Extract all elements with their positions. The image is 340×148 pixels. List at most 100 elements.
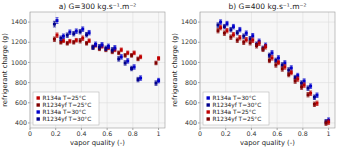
error-bar (223, 31, 226, 35)
point (66, 42, 69, 45)
tick-label: 0.4 (76, 130, 86, 137)
error-bar (56, 33, 59, 37)
legend-box (33, 92, 99, 125)
grid-line (302, 12, 303, 128)
error-bar (327, 120, 330, 124)
error-bar (290, 66, 293, 70)
error-bar (72, 40, 75, 44)
error-bar (245, 31, 248, 35)
point (303, 80, 306, 83)
error-bar (92, 45, 95, 49)
error-bar (217, 23, 220, 27)
tick-label: 1 (327, 130, 331, 137)
point (251, 34, 254, 37)
error-bar (81, 27, 84, 31)
point (274, 59, 277, 62)
error-bar (59, 40, 62, 44)
point (290, 66, 293, 69)
error-bar (75, 29, 78, 33)
point (81, 28, 84, 31)
point (274, 63, 277, 66)
grid-line (30, 22, 165, 23)
error-bar (238, 27, 241, 31)
error-bar (242, 40, 245, 44)
error-bar (101, 43, 104, 47)
point (277, 56, 280, 59)
grid-line (107, 12, 108, 128)
point (219, 26, 222, 29)
error-bar (133, 65, 136, 69)
point (139, 55, 142, 58)
error-bar (126, 59, 129, 63)
point (68, 31, 71, 34)
point (133, 65, 136, 68)
point (271, 56, 274, 59)
error-bar (287, 72, 290, 76)
error-bar (274, 58, 277, 62)
legend: R134a T=30°CR1234yf T=30°CR134a T=25°CR1… (203, 92, 269, 125)
series (56, 18, 161, 83)
grid-line (200, 42, 335, 43)
error-bar (53, 21, 56, 27)
grid-line (200, 82, 335, 83)
point (309, 85, 312, 88)
legend-swatch (207, 96, 210, 99)
point (157, 79, 160, 82)
error-bar (255, 44, 258, 48)
point (325, 122, 328, 125)
error-bar (245, 38, 248, 42)
error-bar (137, 77, 140, 81)
error-bar (120, 48, 123, 52)
error-bar (62, 39, 65, 43)
point (223, 32, 226, 35)
point (98, 45, 101, 48)
point (59, 41, 62, 44)
panel: 40060080010001200140000.20.40.60.81b) G=… (171, 2, 335, 147)
point (268, 54, 271, 57)
point (126, 59, 129, 62)
point (56, 19, 59, 22)
error-bar (124, 61, 127, 65)
error-bar (277, 56, 280, 60)
error-bar (157, 78, 160, 82)
error-bar (130, 54, 133, 58)
error-bar (325, 120, 328, 124)
grid-line (132, 12, 133, 128)
point (120, 55, 123, 58)
point (120, 48, 123, 51)
tick-label: 1000 (181, 59, 197, 66)
point (130, 67, 133, 70)
legend-label: R134a T=25°C (213, 109, 256, 115)
point (307, 93, 310, 96)
grid-line (200, 62, 335, 63)
error-bar (56, 18, 59, 24)
point (307, 87, 310, 90)
error-bar (113, 46, 116, 50)
point (249, 41, 252, 44)
error-bar (271, 56, 274, 60)
point (290, 71, 293, 74)
point (92, 46, 95, 49)
x-axis-label: vapor quality (-) (70, 139, 125, 147)
point (255, 44, 258, 47)
point (137, 78, 140, 81)
error-bar (290, 70, 293, 74)
point (111, 48, 114, 51)
point (75, 39, 78, 42)
error-bar (219, 20, 222, 24)
point (316, 102, 319, 105)
point (313, 103, 316, 106)
error-bar (229, 35, 232, 39)
point (303, 84, 306, 87)
error-bar (251, 33, 254, 37)
error-bar (88, 30, 91, 34)
error-bar (117, 57, 120, 61)
error-bar (81, 36, 84, 40)
point (68, 40, 71, 43)
error-bar (68, 39, 71, 43)
error-bar (117, 51, 120, 55)
plot-frame (200, 12, 335, 128)
legend: R134a T=25°CR1234yf T=25°CR134a T=30°CR1… (33, 92, 99, 125)
error-bar (268, 53, 271, 57)
point (294, 80, 297, 83)
